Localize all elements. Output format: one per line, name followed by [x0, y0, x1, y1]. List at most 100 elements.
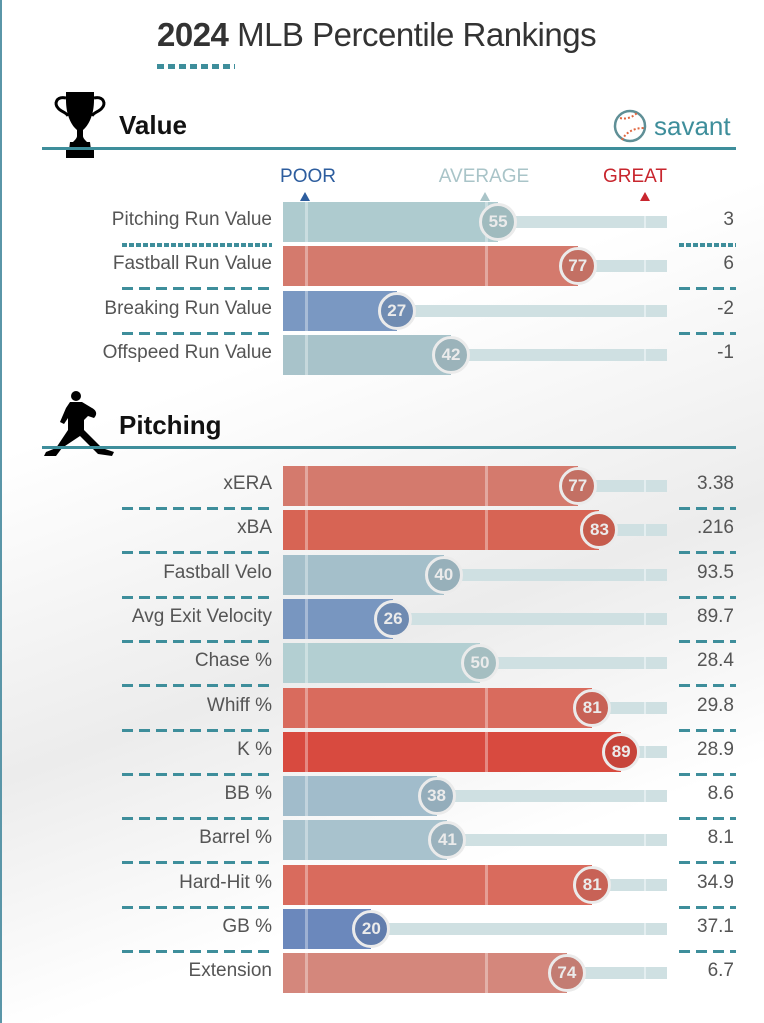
metric-row[interactable]: Barrel % 41 8.1 [0, 820, 764, 861]
great-gridline [644, 657, 646, 670]
average-gridline [485, 953, 488, 994]
metric-row[interactable]: Offspeed Run Value 42 -1 [0, 334, 764, 375]
row-separator [679, 684, 736, 688]
title-underline [157, 64, 235, 69]
metric-row[interactable]: xBA 83 .216 [0, 510, 764, 551]
percentile-bar [283, 953, 567, 994]
metric-label: Whiff % [206, 694, 272, 716]
row-separator [122, 551, 272, 555]
row-separator [679, 950, 736, 953]
poor-gridline [305, 820, 308, 861]
metric-label: xBA [237, 517, 272, 539]
poor-gridline [305, 554, 308, 595]
great-gridline [644, 524, 646, 537]
poor-gridline [305, 643, 308, 684]
great-gridline [644, 304, 646, 317]
great-gridline [644, 834, 646, 847]
row-separator [679, 507, 736, 510]
metric-value: 29.8 [697, 694, 734, 716]
metric-value: 3 [723, 209, 734, 230]
row-separator [679, 331, 736, 335]
percentile-bar [283, 246, 578, 287]
metric-value: 8.1 [707, 827, 734, 849]
poor-gridline [305, 246, 308, 287]
percentile-bar [283, 334, 452, 375]
percentile-badge: 20 [352, 910, 391, 948]
metric-row[interactable]: K % 89 28.9 [0, 731, 764, 772]
great-gridline [644, 923, 646, 935]
metric-row[interactable]: Extension 74 6.7 [0, 953, 764, 994]
percentile-badge: 55 [479, 203, 518, 241]
great-gridline [644, 967, 646, 980]
metric-label: Extension [188, 960, 272, 982]
percentile-bar [283, 202, 499, 242]
row-separator [122, 861, 272, 865]
metric-row[interactable]: GB % 20 37.1 [0, 909, 764, 949]
legend-great: GREAT [602, 166, 668, 187]
row-separator [679, 861, 736, 865]
metric-row[interactable]: BB % 38 8.6 [0, 776, 764, 817]
great-gridline [644, 568, 646, 581]
row-separator [122, 772, 272, 776]
great-gridline [644, 216, 646, 228]
percentile-track [451, 348, 667, 361]
average-gridline [485, 864, 488, 905]
legend-great-marker [640, 192, 650, 201]
metric-value: 6.7 [707, 960, 734, 982]
metric-row[interactable]: Fastball Velo 40 93.5 [0, 554, 764, 595]
percentile-track [396, 304, 667, 317]
metric-row[interactable]: Whiff % 81 29.8 [0, 687, 764, 728]
metric-label: GB % [222, 916, 272, 937]
poor-gridline [305, 687, 308, 728]
percentile-bar [283, 554, 444, 595]
metric-value: -1 [717, 341, 734, 363]
percentile-badge: 89 [602, 732, 641, 771]
row-separator [122, 817, 272, 821]
percentile-bar [283, 776, 437, 817]
poor-gridline [305, 776, 308, 817]
great-gridline [644, 701, 646, 714]
percentile-track [393, 612, 667, 625]
section-title-pitching: Pitching [119, 410, 222, 440]
row-separator [122, 950, 272, 953]
great-gridline [644, 260, 646, 273]
row-separator [122, 684, 272, 688]
section-title-value: Value [119, 110, 187, 140]
row-separator [122, 287, 272, 291]
metric-row[interactable]: Breaking Run Value 27 -2 [0, 290, 764, 331]
great-gridline [644, 878, 646, 891]
metric-label: Breaking Run Value [104, 297, 272, 319]
metric-row[interactable]: Fastball Run Value 77 6 [0, 246, 764, 287]
savant-logo[interactable]: savant [612, 108, 731, 144]
section-header-pitching: Pitching [42, 388, 736, 458]
metric-row[interactable]: Chase % 50 28.4 [0, 643, 764, 684]
section-divider [42, 147, 736, 150]
metric-row[interactable]: Pitching Run Value 55 3 [0, 202, 764, 242]
great-gridline [644, 790, 646, 803]
metric-value: 3.38 [697, 473, 734, 494]
metric-value: 93.5 [697, 561, 734, 583]
poor-gridline [305, 953, 308, 994]
metric-value: .216 [697, 517, 734, 539]
metric-row[interactable]: Hard-Hit % 81 34.9 [0, 864, 764, 905]
poor-gridline [305, 466, 308, 506]
row-separator [679, 817, 736, 821]
row-separator [679, 905, 736, 909]
percentile-badge: 83 [580, 511, 619, 550]
row-separator [679, 551, 736, 555]
metric-label: Barrel % [199, 827, 272, 849]
percentile-badge: 27 [377, 291, 416, 330]
metric-row[interactable]: Avg Exit Velocity 26 89.7 [0, 598, 764, 639]
metric-label: Fastball Velo [163, 561, 272, 583]
poor-gridline [305, 510, 308, 551]
percentile-bar [283, 510, 600, 551]
percentile-track [371, 923, 667, 935]
poor-gridline [305, 334, 308, 375]
percentile-bar [283, 687, 593, 728]
percentile-track [447, 834, 667, 847]
row-separator [122, 595, 272, 599]
metric-row[interactable]: xERA 77 3.38 [0, 466, 764, 506]
legend-average-marker [480, 192, 490, 201]
percentile-track [443, 568, 667, 581]
metric-label: xERA [223, 473, 272, 494]
